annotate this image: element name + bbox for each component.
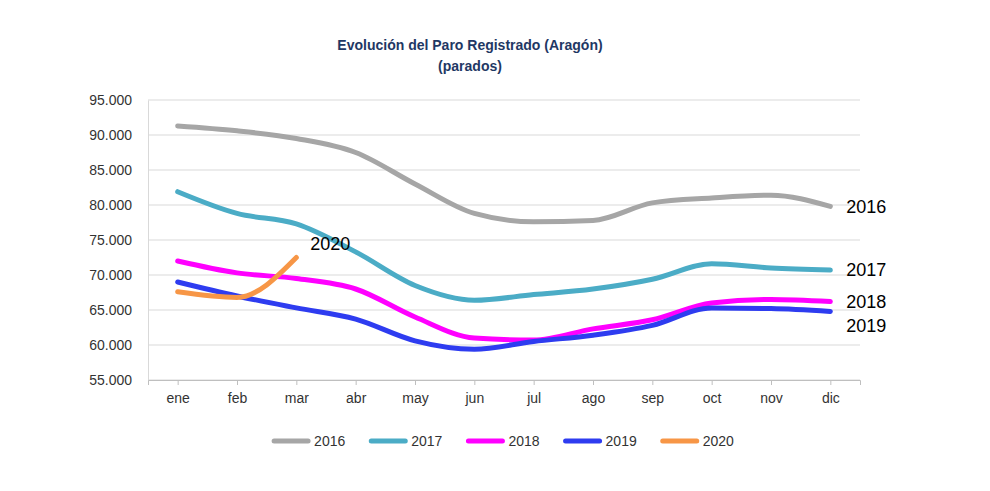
x-tick: abr — [346, 380, 367, 406]
grid-line — [148, 205, 860, 206]
y-tick-label: 85.000 — [89, 162, 132, 178]
y-tick: 90.000 — [89, 127, 148, 143]
subtitle: (parados) — [438, 58, 502, 74]
x-tick-mark — [356, 380, 357, 385]
legend-item: 2019 — [566, 433, 637, 449]
x-tick-mark — [296, 380, 297, 385]
x-tick: dic — [822, 380, 840, 406]
y-tick: 60.000 — [89, 337, 148, 353]
y-tick: 80.000 — [89, 197, 148, 213]
series-end-label: 2018 — [846, 292, 886, 312]
x-tick: jul — [526, 380, 541, 406]
x-tick: nov — [760, 380, 783, 406]
x-axis: ene feb mar abr may jun jul ago sep oct nov dic — [149, 380, 861, 406]
x-tick-mark — [652, 380, 653, 385]
x-axis-line — [149, 381, 861, 386]
series-line — [178, 192, 831, 301]
x-tick: jun — [464, 380, 484, 406]
legend-label: 2020 — [703, 433, 734, 449]
x-tick-mark — [415, 380, 416, 385]
y-tick-label: 95.000 — [89, 92, 132, 108]
legend-label: 2016 — [314, 433, 345, 449]
x-tick-label: jul — [526, 390, 541, 406]
x-tick-mark — [771, 380, 772, 385]
x-tick-mark — [830, 380, 831, 385]
y-tick-label: 60.000 — [89, 337, 132, 353]
legend-swatch — [566, 439, 600, 444]
legend-item: 2017 — [371, 433, 442, 449]
x-tick-label: oct — [703, 390, 722, 406]
series-line — [178, 258, 297, 298]
x-tick: may — [402, 380, 428, 406]
series-line — [178, 282, 831, 349]
x-tick-mark — [593, 380, 594, 385]
end-labels: 2016 2017 2018 2019 2020 — [310, 197, 886, 336]
plot-area — [178, 126, 831, 349]
chart: Evolución del Paro Registrado (Aragón) (p… — [0, 0, 990, 491]
x-tick-label: mar — [285, 390, 309, 406]
x-tick: mar — [285, 380, 309, 406]
legend: 2016 2017 2018 2019 2020 — [274, 433, 734, 449]
x-tick-label: nov — [760, 390, 783, 406]
x-tick-mark — [712, 380, 713, 385]
legend-label: 2017 — [411, 433, 442, 449]
y-tick-label: 90.000 — [89, 127, 132, 143]
legend-swatch — [663, 439, 697, 444]
legend-label: 2018 — [508, 433, 539, 449]
series-end-label: 2020 — [310, 234, 350, 254]
x-tick-label: dic — [822, 390, 840, 406]
x-tick: oct — [703, 380, 722, 406]
x-tick-label: feb — [228, 390, 248, 406]
y-tick-label: 75.000 — [89, 232, 132, 248]
x-tick-label: jun — [464, 390, 484, 406]
series-line — [178, 261, 831, 340]
series-line — [178, 126, 831, 222]
y-tick-label: 55.000 — [89, 372, 132, 388]
x-tick: feb — [228, 380, 248, 406]
y-tick: 85.000 — [89, 162, 148, 178]
y-tick-label: 80.000 — [89, 197, 132, 213]
x-tick: ago — [582, 380, 606, 406]
x-tick-label: ene — [166, 390, 190, 406]
y-axis-line — [148, 101, 149, 381]
grid-line — [148, 240, 860, 241]
legend-swatch — [371, 439, 405, 444]
x-tick-mark — [474, 380, 475, 385]
x-tick-label: may — [402, 390, 428, 406]
y-tick: 75.000 — [89, 232, 148, 248]
y-tick-label: 65.000 — [89, 302, 132, 318]
x-tick-mark — [534, 380, 535, 385]
y-tick: 55.000 — [89, 372, 148, 388]
x-tick-mark — [237, 380, 238, 385]
y-tick: 65.000 — [89, 302, 148, 318]
y-tick: 95.000 — [89, 92, 148, 108]
grid-line — [148, 170, 860, 171]
legend-item: 2016 — [274, 433, 345, 449]
y-tick: 70.000 — [89, 267, 148, 283]
legend-label: 2019 — [606, 433, 637, 449]
series-end-label: 2017 — [846, 260, 886, 280]
grid — [148, 100, 860, 380]
x-tick-label: sep — [642, 390, 665, 406]
legend-item: 2018 — [468, 433, 539, 449]
grid-line — [148, 100, 860, 101]
y-axis: 55.000 60.000 65.000 70.000 75.000 80.000 85.0… — [89, 92, 148, 388]
x-tick-mark — [178, 380, 179, 385]
x-tick: ene — [166, 380, 190, 406]
legend-swatch — [468, 439, 502, 444]
x-tick-label: abr — [346, 390, 367, 406]
y-tick-label: 70.000 — [89, 267, 132, 283]
x-tick-label: ago — [582, 390, 606, 406]
x-tick: sep — [642, 380, 665, 406]
legend-item: 2020 — [663, 433, 734, 449]
legend-swatch — [274, 439, 308, 444]
series-end-label: 2019 — [846, 316, 886, 336]
title: Evolución del Paro Registrado (Aragón) — [337, 37, 602, 53]
series-end-label: 2016 — [846, 197, 886, 217]
